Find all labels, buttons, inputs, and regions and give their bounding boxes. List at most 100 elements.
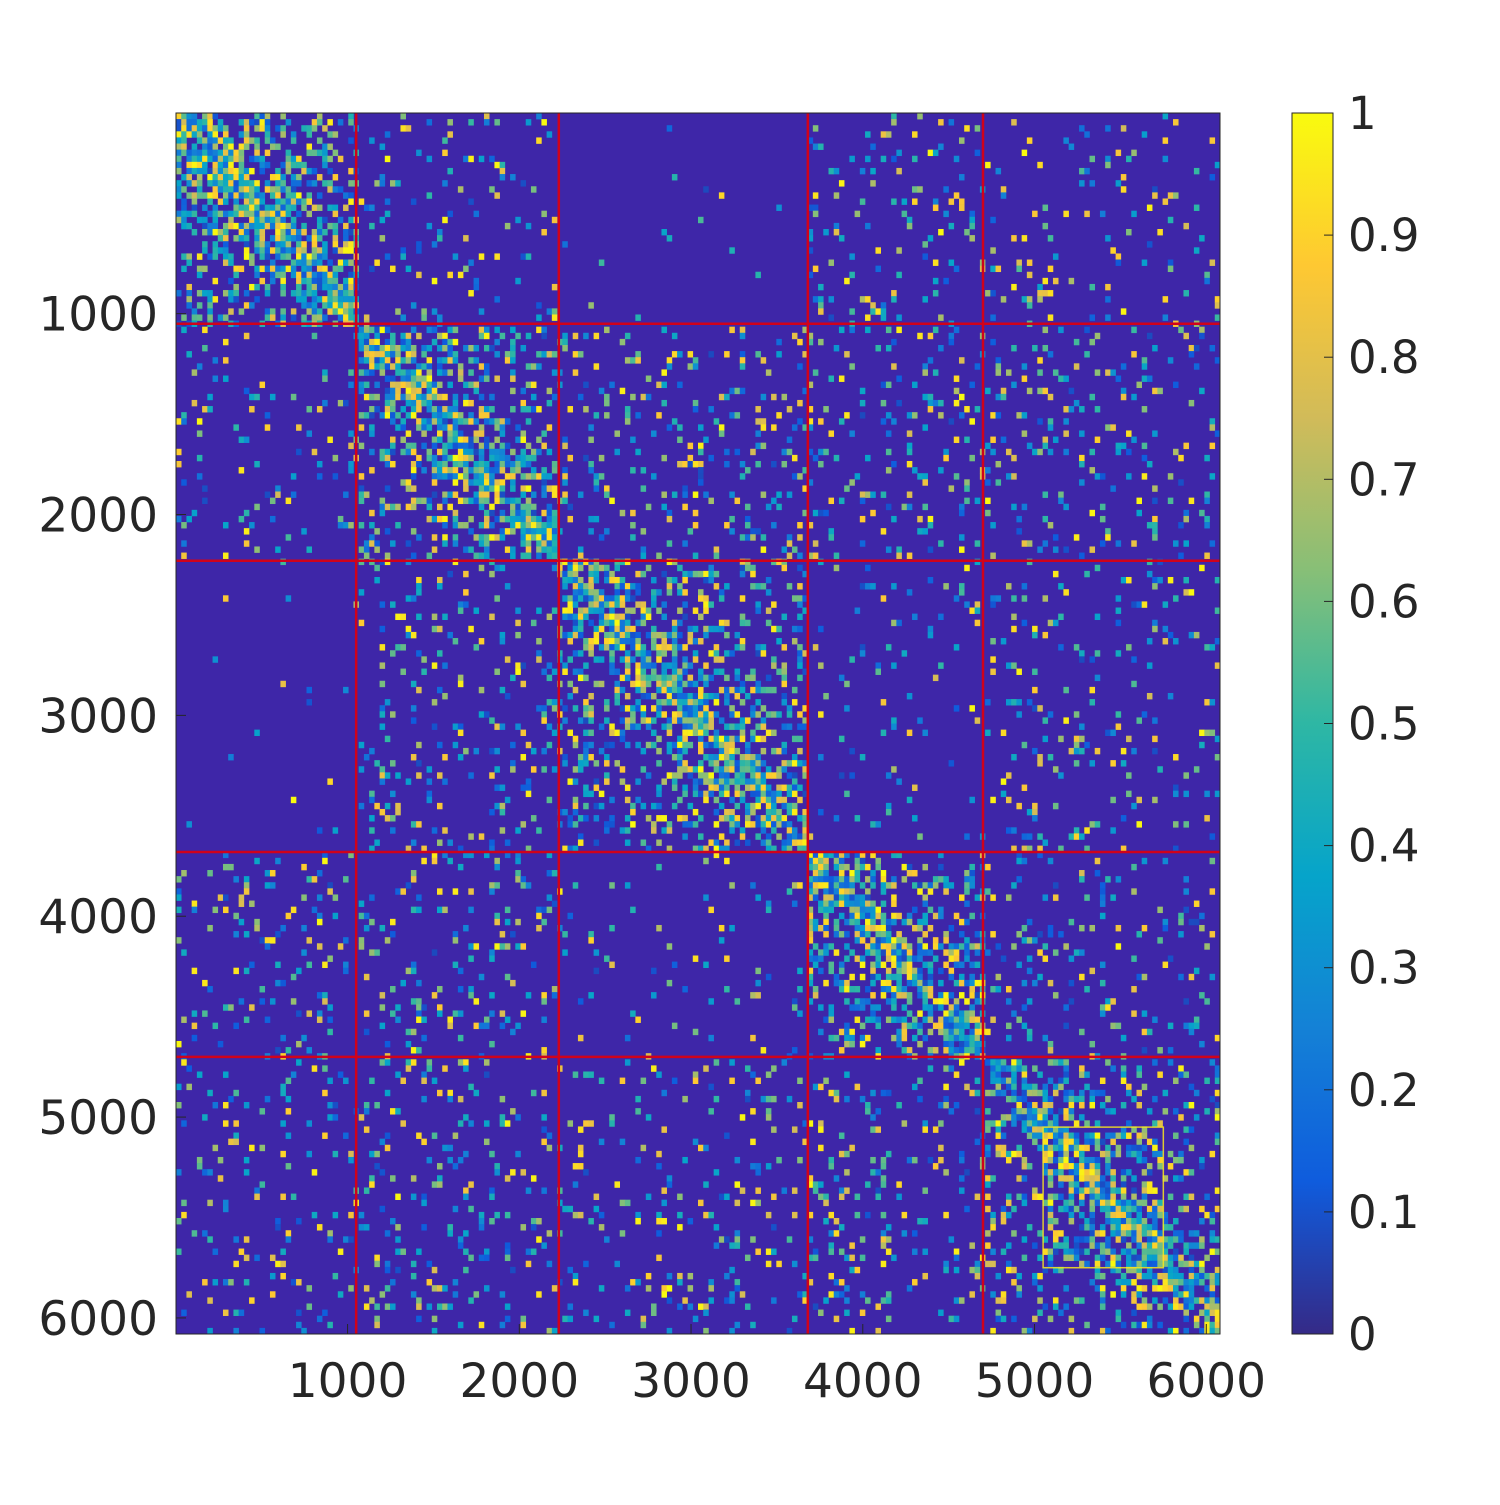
- heatmap-cell: [906, 943, 913, 950]
- heatmap-cell: [515, 827, 521, 834]
- heatmap-cell: [562, 931, 568, 938]
- heatmap-cell: [437, 906, 443, 914]
- heatmap-cell: [1032, 802, 1038, 810]
- heatmap-cell: [217, 149, 224, 157]
- heatmap-cell: [844, 986, 850, 993]
- heatmap-cell: [593, 839, 600, 846]
- heatmap-cell: [259, 167, 266, 175]
- heatmap-cell: [337, 302, 344, 309]
- heatmap-cell: [468, 943, 474, 950]
- heatmap-cell: [520, 436, 527, 443]
- heatmap-cell: [249, 961, 255, 969]
- heatmap-cell: [468, 442, 474, 450]
- heatmap-cell: [290, 131, 297, 138]
- heatmap-cell: [562, 717, 568, 724]
- heatmap-cell: [249, 198, 255, 205]
- heatmap-cell: [765, 766, 772, 773]
- heatmap-cell: [1089, 686, 1096, 694]
- heatmap-cell: [891, 882, 897, 889]
- heatmap-cell: [718, 192, 725, 199]
- heatmap-cell: [243, 931, 250, 938]
- heatmap-cell: [1157, 937, 1163, 944]
- heatmap-cell: [635, 674, 641, 682]
- heatmap-cell: [207, 155, 213, 163]
- heatmap-cell: [682, 680, 688, 688]
- heatmap-cell: [885, 931, 892, 938]
- heatmap-cell: [384, 802, 391, 810]
- heatmap-cell: [1157, 766, 1163, 773]
- heatmap-cell: [1079, 870, 1085, 877]
- heatmap-cell: [849, 253, 855, 260]
- heatmap-cell: [546, 387, 553, 395]
- heatmap-cell: [202, 485, 208, 492]
- heatmap-cell: [243, 241, 250, 248]
- heatmap-cell: [447, 210, 453, 218]
- heatmap-cell: [729, 387, 735, 395]
- heatmap-cell: [536, 473, 542, 480]
- heatmap-cell: [264, 186, 271, 193]
- heatmap-cell: [661, 454, 667, 462]
- heatmap-cell: [964, 937, 970, 944]
- heatmap-cell: [499, 467, 506, 474]
- heatmap-cell: [176, 155, 182, 163]
- heatmap-cell: [823, 448, 829, 456]
- heatmap-cell: [1052, 1059, 1059, 1066]
- heatmap-cell: [1052, 882, 1059, 889]
- heatmap-cell: [363, 369, 370, 376]
- heatmap-cell: [243, 1016, 250, 1023]
- heatmap-cell: [1209, 259, 1216, 266]
- heatmap-cell: [316, 473, 323, 480]
- heatmap-cell: [781, 546, 788, 553]
- heatmap-cell: [776, 747, 782, 755]
- heatmap-cell: [692, 766, 699, 773]
- heatmap-cell: [1152, 796, 1158, 804]
- heatmap-cell: [421, 1034, 427, 1042]
- heatmap-cell: [405, 1040, 412, 1048]
- heatmap-cell: [791, 772, 798, 779]
- heatmap-cell: [959, 534, 965, 541]
- heatmap-cell: [275, 253, 281, 260]
- heatmap-cell: [760, 772, 767, 779]
- heatmap-cell: [656, 650, 662, 657]
- heatmap-cell: [437, 888, 443, 895]
- heatmap-cell: [494, 882, 500, 889]
- heatmap-cell: [457, 430, 464, 437]
- heatmap-cell: [280, 924, 286, 932]
- heatmap-cell: [316, 137, 323, 144]
- heatmap-cell: [510, 497, 516, 505]
- heatmap-cell: [1183, 772, 1189, 779]
- heatmap-cell: [1021, 540, 1028, 547]
- heatmap-cell: [896, 1034, 902, 1042]
- heatmap-cell: [546, 699, 553, 706]
- heatmap-cell: [510, 467, 516, 474]
- heatmap-cell: [849, 1034, 855, 1042]
- heatmap-cell: [1105, 729, 1111, 737]
- heatmap-cell: [541, 528, 547, 535]
- heatmap-cell: [551, 552, 558, 559]
- heatmap-cell: [624, 619, 631, 627]
- heatmap-cell: [828, 876, 835, 883]
- heatmap-cell: [410, 1059, 417, 1066]
- heatmap-cell: [692, 729, 699, 737]
- heatmap-cell: [891, 113, 897, 120]
- heatmap-cell: [1120, 387, 1127, 395]
- heatmap-cell: [1204, 271, 1210, 279]
- heatmap-cell: [285, 204, 292, 211]
- heatmap-cell: [202, 161, 208, 169]
- heatmap-cell: [546, 473, 553, 480]
- heatmap-cell: [1058, 772, 1064, 779]
- heatmap-cell: [682, 692, 688, 700]
- heatmap-cell: [290, 216, 297, 224]
- heatmap-cell: [280, 277, 286, 285]
- heatmap-cell: [948, 485, 955, 492]
- heatmap-cell: [520, 680, 527, 688]
- heatmap-cell: [1042, 344, 1049, 352]
- heatmap-cell: [927, 1016, 934, 1023]
- heatmap-cell: [828, 375, 835, 382]
- heatmap-cell: [645, 503, 652, 511]
- heatmap-cell: [854, 863, 861, 871]
- heatmap-cell: [1032, 979, 1038, 987]
- heatmap-cell: [1162, 198, 1169, 205]
- heatmap-cell: [468, 259, 474, 266]
- heatmap-cell: [1000, 296, 1007, 303]
